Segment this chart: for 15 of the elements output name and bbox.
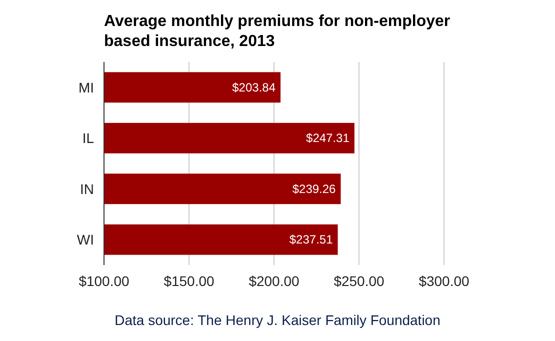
y-tick-label: MI xyxy=(78,79,94,96)
chart-title: Average monthly premiums for non-employer based insurance, 2013 xyxy=(104,13,450,50)
y-tick-label: IN xyxy=(80,180,94,197)
data-label: $247.31 xyxy=(306,131,350,146)
x-tick-label: $200.00 xyxy=(248,273,300,289)
data-label: $203.84 xyxy=(232,80,276,94)
x-tick-label: $250.00 xyxy=(334,273,385,289)
x-tick-label: $150.00 xyxy=(164,273,215,289)
data-label: $237.51 xyxy=(289,232,334,247)
source-note: Data source: The Henry J. Kaiser Family Foundation xyxy=(114,312,440,328)
x-tick-label: $300.00 xyxy=(418,273,470,289)
y-tick-label: IL xyxy=(82,130,94,146)
x-tick-label: $100.00 xyxy=(78,273,130,289)
data-label: $239.26 xyxy=(292,182,336,196)
y-tick-label: WI xyxy=(76,232,94,248)
